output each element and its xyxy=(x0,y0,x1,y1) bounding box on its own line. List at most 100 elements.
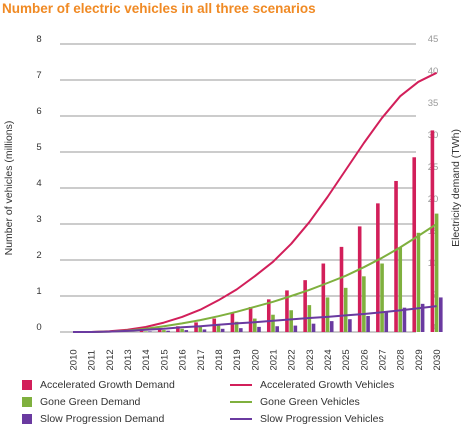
x-tick-label: 2018 xyxy=(214,349,225,370)
bar-gone-green-demand xyxy=(180,328,184,332)
y-tick-label-left: 5 xyxy=(36,142,41,153)
y-tick-label-right: 35 xyxy=(428,98,439,109)
legend-swatch-gone-green-demand xyxy=(22,397,32,407)
legend-swatch-gone-green-vehicles xyxy=(230,401,252,403)
legend-swatch-slow-vehicles xyxy=(230,418,252,420)
bar-accelerated-growth-demand xyxy=(266,299,271,332)
x-tick-label: 2022 xyxy=(287,349,298,370)
legend-label: Slow Progression Vehicles xyxy=(260,413,384,425)
bar-slow-progression-demand xyxy=(293,325,298,332)
y-tick-label-left: 8 xyxy=(36,34,41,45)
bar-gone-green-demand xyxy=(398,247,403,332)
legend-label: Gone Green Vehicles xyxy=(260,396,360,408)
bar-slow-progression-demand xyxy=(329,321,334,332)
x-tick-label: 2015 xyxy=(159,349,170,370)
x-tick-label: 2020 xyxy=(250,349,261,370)
bar-accelerated-growth-demand xyxy=(357,226,362,332)
bar-slow-progression-demand xyxy=(257,326,261,332)
bar-accelerated-growth-demand xyxy=(321,263,326,332)
bar-gone-green-demand xyxy=(289,310,293,332)
bar-gone-green-demand xyxy=(253,318,257,332)
x-tick-label: 2023 xyxy=(305,349,316,370)
x-tick-label: 2030 xyxy=(432,349,443,370)
bar-gone-green-demand xyxy=(380,263,384,332)
bar-accelerated-growth-demand xyxy=(176,326,180,332)
bar-accelerated-growth-demand xyxy=(394,180,398,332)
chart-plot: 012345678051015202530354045Number of veh… xyxy=(3,34,462,371)
chart-legend: Accelerated Growth Demand Gone Green Dem… xyxy=(0,374,468,426)
bar-gone-green-demand xyxy=(162,330,166,332)
bar-accelerated-growth-demand xyxy=(248,307,253,332)
bar-slow-progression-demand xyxy=(402,307,407,332)
bar-accelerated-growth-demand xyxy=(339,246,344,332)
bar-slow-progression-demand xyxy=(220,328,225,332)
bar-gone-green-demand xyxy=(362,276,366,332)
legend-label: Accelerated Growth Vehicles xyxy=(260,379,395,391)
x-tick-label: 2025 xyxy=(341,349,352,370)
x-tick-label: 2014 xyxy=(141,349,152,370)
bar-gone-green-demand xyxy=(234,321,239,332)
x-tick-label: 2029 xyxy=(414,349,425,370)
bar-accelerated-growth-demand xyxy=(430,130,435,332)
x-tick-label: 2019 xyxy=(232,349,243,370)
legend-swatch-accelerated-demand xyxy=(22,380,32,390)
y-tick-label-left: 2 xyxy=(36,250,41,261)
bar-slow-progression-demand xyxy=(348,319,352,332)
bar-slow-progression-demand xyxy=(311,323,316,332)
bar-slow-progression-demand xyxy=(275,326,279,332)
bar-gone-green-demand xyxy=(343,287,348,332)
x-tick-label: 2021 xyxy=(268,349,279,370)
y-tick-label-right: 40 xyxy=(428,66,439,77)
legend-item-gone-green-vehicles: Gone Green Vehicles xyxy=(230,396,360,408)
y-tick-label-left: 1 xyxy=(36,286,41,297)
bar-slow-progression-demand xyxy=(202,329,207,332)
y-tick-label-left: 7 xyxy=(36,70,41,81)
bar-gone-green-demand xyxy=(434,213,439,332)
bar-slow-progression-demand xyxy=(239,328,243,332)
x-tick-label: 2024 xyxy=(323,349,334,370)
x-tick-label: 2027 xyxy=(378,349,389,370)
bar-slow-progression-demand xyxy=(148,331,152,332)
legend-label: Accelerated Growth Demand xyxy=(40,379,175,391)
y-axis-label-right: Electricity demand (TWh) xyxy=(450,129,462,247)
y-tick-label-right: 45 xyxy=(428,34,439,45)
bar-slow-progression-demand xyxy=(420,303,425,332)
x-tick-label: 2016 xyxy=(178,349,189,370)
bar-gone-green-demand xyxy=(216,324,221,332)
bar-accelerated-growth-demand xyxy=(303,280,307,332)
x-tick-label: 2010 xyxy=(69,349,80,370)
legend-label: Slow Progression Demand xyxy=(40,413,165,425)
y-axis-label-left: Number of vehicles (millions) xyxy=(3,121,15,256)
bar-gone-green-demand xyxy=(198,326,203,332)
legend-item-accelerated-vehicles: Accelerated Growth Vehicles xyxy=(230,379,394,391)
line-slow-progression-vehicles xyxy=(73,305,437,333)
legend-item-slow-vehicles: Slow Progression Vehicles xyxy=(230,413,384,425)
y-tick-label-left: 6 xyxy=(36,106,41,117)
bar-accelerated-growth-demand xyxy=(139,330,144,332)
x-tick-label: 2011 xyxy=(87,350,98,370)
legend-item-accelerated-demand: Accelerated Growth Demand xyxy=(22,379,175,391)
chart-title: Number of electric vehicles in all three… xyxy=(2,1,316,16)
y-tick-label-left: 0 xyxy=(36,322,41,333)
x-tick-label: 2013 xyxy=(123,349,134,370)
x-tick-label: 2012 xyxy=(105,349,116,370)
x-tick-label: 2026 xyxy=(359,349,370,370)
bar-accelerated-growth-demand xyxy=(412,157,417,332)
bar-slow-progression-demand xyxy=(439,297,443,332)
y-tick-label-left: 4 xyxy=(36,178,41,189)
line-accelerated-growth-vehicles xyxy=(73,71,438,333)
bar-slow-progression-demand xyxy=(366,316,370,332)
y-tick-label-left: 3 xyxy=(36,214,41,225)
x-tick-label: 2028 xyxy=(396,349,407,370)
bar-accelerated-growth-demand xyxy=(376,203,380,332)
bar-gone-green-demand xyxy=(143,331,148,332)
legend-item-gone-green-demand: Gone Green Demand xyxy=(22,396,140,408)
legend-label: Gone Green Demand xyxy=(40,396,141,408)
legend-swatch-accelerated-vehicles xyxy=(230,384,252,386)
bar-slow-progression-demand xyxy=(184,330,189,332)
bar-accelerated-growth-demand xyxy=(157,328,162,332)
bar-gone-green-demand xyxy=(325,297,330,332)
legend-swatch-slow-demand xyxy=(22,414,32,424)
bar-slow-progression-demand xyxy=(166,330,170,332)
bar-gone-green-demand xyxy=(416,232,421,332)
